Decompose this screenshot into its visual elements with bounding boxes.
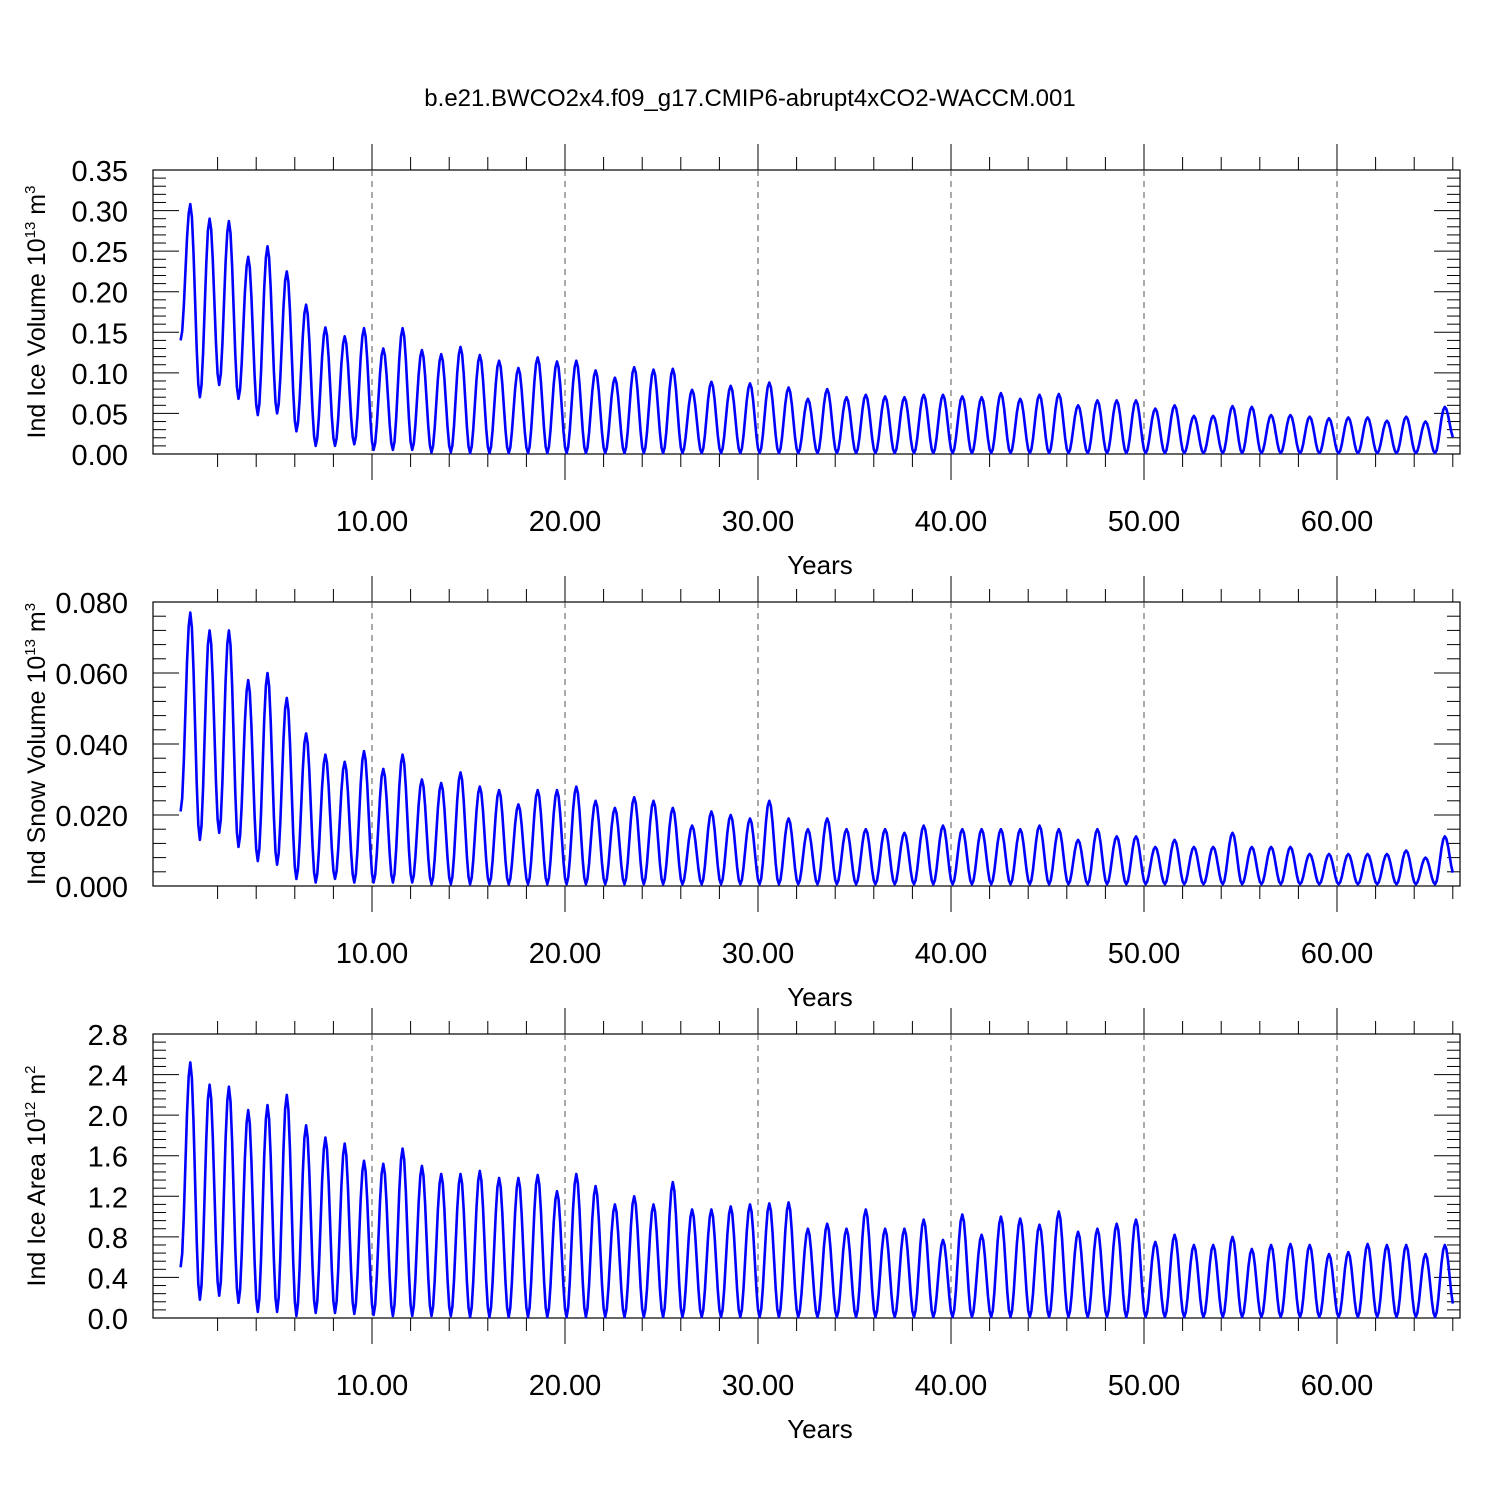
series-line-2	[179, 611, 1455, 886]
y-tick-label: 0.8	[88, 1223, 128, 1255]
y-axis-title: Ind Snow Volume 1013 m3	[22, 603, 51, 885]
y-axis-title-main: Ind Ice Volume 10	[23, 238, 51, 438]
x-tick-label: 50.00	[1108, 938, 1181, 970]
y-tick-label: 1.2	[88, 1182, 128, 1214]
y-axis-title-exponent: 13	[22, 639, 39, 656]
x-tick-label: 40.00	[915, 1370, 988, 1402]
x-tick-label: 20.00	[529, 938, 602, 970]
y-tick-label: 1.6	[88, 1142, 128, 1174]
x-tick-label: 40.00	[915, 506, 988, 538]
y-tick-label: 0.35	[72, 156, 128, 188]
x-axis-title: Years	[787, 982, 853, 1012]
y-axis-title-main: Ind Ice Area 10	[23, 1118, 51, 1286]
x-tick-label: 30.00	[722, 1370, 795, 1402]
x-tick-label: 20.00	[529, 1370, 602, 1402]
y-tick-label: 0.060	[55, 659, 128, 691]
chart-panel-1: 10.00 20.00 30.00 40.00 50.00 60.00 Years 0.00 0…	[22, 144, 1461, 580]
plot-frame	[152, 1033, 1461, 1319]
y-axis-title-exponent: 13	[22, 222, 39, 239]
y-tick-label: 0.10	[72, 359, 128, 391]
y-tick-label: 0.25	[72, 237, 128, 269]
y-tick-label: 0.30	[72, 197, 128, 229]
x-tick-label: 60.00	[1301, 938, 1374, 970]
y-tick-label: 2.0	[88, 1101, 128, 1133]
y-tick-label: 0.20	[72, 278, 128, 310]
y-axis-title-unit-exponent: 3	[22, 186, 39, 194]
series-line-3	[179, 1061, 1455, 1319]
figure-title: b.e21.BWCO2x4.f09_g17.CMIP6-abrupt4xCO2-…	[424, 85, 1075, 112]
x-tick-label: 60.00	[1301, 1370, 1374, 1402]
y-axis-title-main: Ind Snow Volume 10	[23, 656, 51, 885]
chart-panel-2: 10.00 20.00 30.00 40.00 50.00 60.00 Years 0.000…	[22, 576, 1461, 1012]
chart-panel-3: 10.00 20.00 30.00 40.00 50.00 60.00 Years 0.0 0.…	[22, 1008, 1461, 1444]
x-tick-label: 10.00	[336, 506, 409, 538]
x-tick-label: 30.00	[722, 938, 795, 970]
y-tick-label: 0.000	[55, 872, 128, 904]
y-tick-label: 2.4	[88, 1061, 128, 1093]
y-tick-label: 0.020	[55, 801, 128, 833]
y-axis-title-unit: m	[23, 1074, 51, 1102]
plot-frame	[152, 169, 1461, 455]
x-tick-label: 50.00	[1108, 506, 1181, 538]
x-tick-label: 40.00	[915, 938, 988, 970]
y-tick-label: 0.00	[72, 440, 128, 472]
y-tick-label: 2.8	[88, 1020, 128, 1052]
y-tick-label: 0.05	[72, 399, 128, 431]
x-tick-label: 10.00	[336, 1370, 409, 1402]
x-axis-title: Years	[787, 1414, 853, 1444]
y-axis-title-unit: m	[23, 194, 51, 222]
x-tick-label: 30.00	[722, 506, 795, 538]
y-tick-label: 0.040	[55, 730, 128, 762]
y-axis-title-unit-exponent: 2	[22, 1066, 39, 1074]
y-axis-title-unit: m	[23, 611, 51, 639]
x-tick-label: 60.00	[1301, 506, 1374, 538]
x-tick-label: 10.00	[336, 938, 409, 970]
y-axis-title: Ind Ice Area 1012 m2	[22, 1066, 51, 1287]
y-axis-title-exponent: 12	[22, 1102, 39, 1119]
x-tick-label: 50.00	[1108, 1370, 1181, 1402]
y-axis-title: Ind Ice Volume 1013 m3	[22, 186, 51, 439]
panels: 10.00 20.00 30.00 40.00 50.00 60.00Years0.000…	[22, 144, 1461, 1444]
x-axis-title: Years	[787, 550, 853, 580]
series-line-1	[179, 202, 1455, 455]
y-axis-title-unit-exponent: 3	[22, 603, 39, 611]
y-tick-label: 0.15	[72, 318, 128, 350]
y-tick-label: 0.0	[88, 1304, 128, 1336]
y-tick-label: 0.4	[88, 1263, 128, 1295]
y-tick-label: 0.080	[55, 588, 128, 620]
x-tick-label: 20.00	[529, 506, 602, 538]
